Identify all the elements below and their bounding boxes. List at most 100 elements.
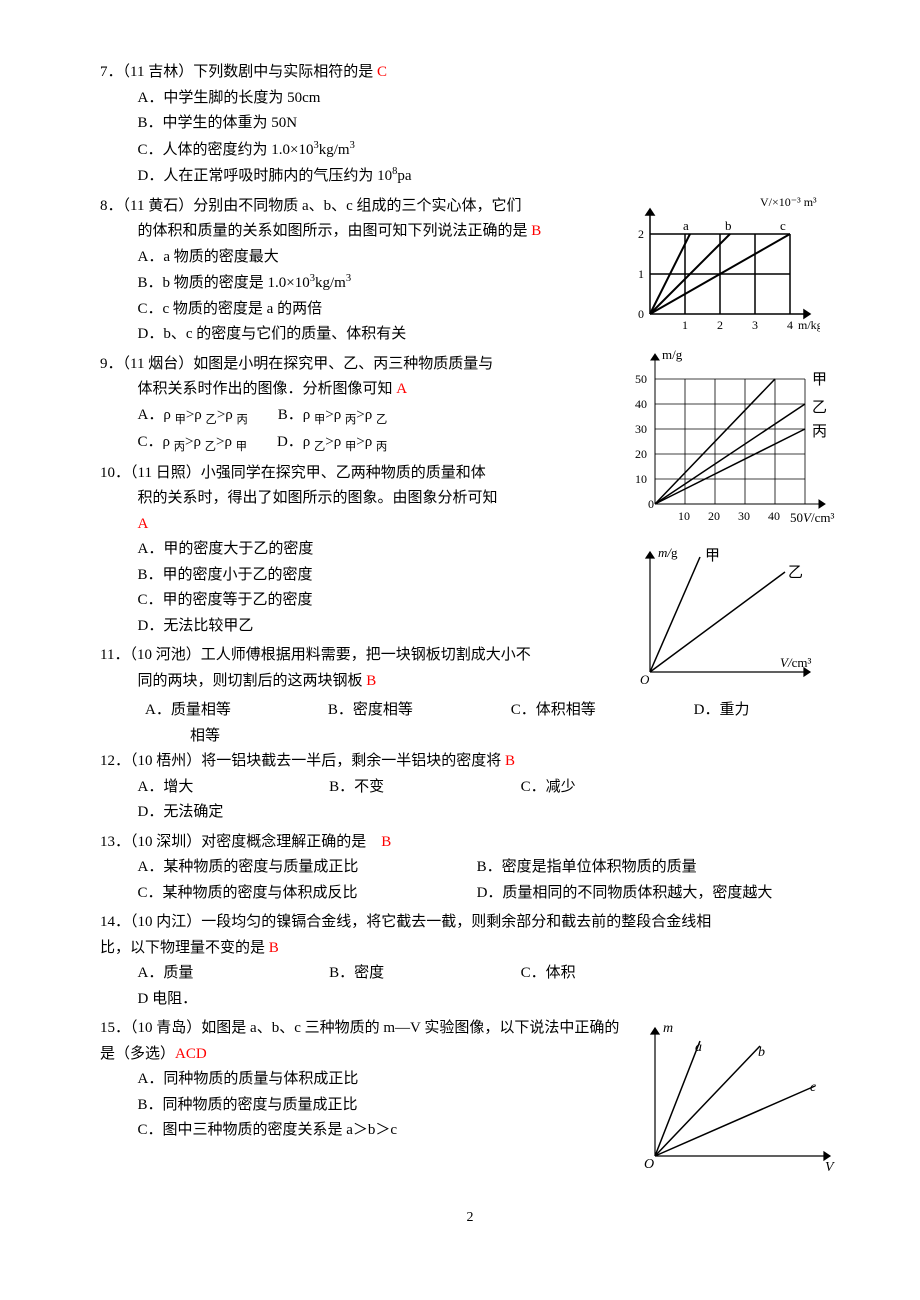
question-14: 14．（10 内江）一段均匀的镍镉合金线，将它截去一截，则剩余部分和截去前的整段… xyxy=(100,910,840,1012)
opt-b: B．密度是指单位体积物质的质量 xyxy=(477,855,697,881)
question-15-block: 15．（10 青岛）如图是 a、b、c 三种物质的 m—V 实验图像，以下说法中… xyxy=(100,1016,840,1176)
figure-q10-chart: m/g V/cm³ O 甲 乙 xyxy=(620,542,820,692)
question-13: 13．（10 深圳）对密度概念理解正确的是 B A．某种物质的密度与质量成正比 … xyxy=(100,830,840,907)
xlabel: m/kg xyxy=(798,318,820,332)
answer: B xyxy=(505,753,515,769)
svg-text:a: a xyxy=(695,1040,702,1055)
q-num: 15． xyxy=(100,1020,130,1036)
answer: A xyxy=(138,516,149,532)
q-stem-b: 同的两块，则切割后的这两块钢板 xyxy=(138,673,367,689)
opt-b: B．不变 xyxy=(329,775,491,801)
q-stem-b: 比，以下物理量不变的是 xyxy=(100,940,269,956)
ylabel: m xyxy=(663,1021,673,1036)
q-src: （10 河池） xyxy=(129,647,200,663)
opt-d: D．ρ 乙>ρ 甲>ρ 丙 xyxy=(277,430,387,457)
opt-b: B．同种物质的密度与质量成正比 xyxy=(138,1093,621,1119)
q-stem: 将一铝块截去一半后，剩余一半铝块的密度将 xyxy=(201,753,505,769)
page-number: 2 xyxy=(100,1206,840,1230)
xlabel: V/cm³ xyxy=(780,655,811,670)
question-11: 11．（10 河池）工人师傅根据用料需要，把一块钢板切割成大小不 同的两块，则切… xyxy=(100,643,610,694)
opt-b: B．密度相等 xyxy=(328,698,481,724)
svg-text:10: 10 xyxy=(678,509,690,523)
question-12: 12．（10 梧州）将一铝块截去一半后，剩余一半铝块的密度将 B A．增大 B．… xyxy=(100,749,840,826)
svg-text:b: b xyxy=(725,218,732,233)
origin: O xyxy=(644,1157,654,1172)
q-src: （10 深圳） xyxy=(130,834,201,850)
opt-a: A．ρ 甲>ρ 乙>ρ 丙 xyxy=(138,403,248,430)
opt-c: C．图中三种物质的密度关系是 a＞b＞c xyxy=(138,1118,621,1144)
q-src: （10 内江） xyxy=(130,914,201,930)
svg-text:3: 3 xyxy=(752,318,758,332)
opt-a: A．甲的密度大于乙的密度 xyxy=(138,537,611,563)
answer: B xyxy=(366,673,376,689)
q-stem-b: 体积关系时作出的图像．分析图像可知 xyxy=(138,381,397,397)
q-num: 14． xyxy=(100,914,130,930)
q-num: 7． xyxy=(100,64,123,80)
svg-text:1: 1 xyxy=(682,318,688,332)
svg-text:30: 30 xyxy=(738,509,750,523)
answer: B xyxy=(531,223,541,239)
opt-d: D．人在正常呼吸时肺内的气压约为 108pa xyxy=(138,163,475,190)
opt-b: B．ρ 甲>ρ 丙>ρ 乙 xyxy=(278,403,387,430)
svg-text:1: 1 xyxy=(638,267,644,281)
svg-text:甲: 甲 xyxy=(705,548,720,564)
opt-a: A．中学生脚的长度为 50cm xyxy=(138,86,475,112)
ylabel: m/g xyxy=(658,545,678,560)
q-src: （10 青岛） xyxy=(130,1020,201,1036)
figure-q8-chart: V/×10⁻³ m³ m/kg 0 1 2 1 2 3 4 a b c xyxy=(620,194,820,344)
q-stem-a: 如图是小明在探究甲、乙、丙三种物质质量与 xyxy=(193,356,493,372)
ylabel: m/g xyxy=(662,347,683,362)
opt-b: B．b 物质的密度是 1.0×103kg/m3 xyxy=(138,270,611,297)
svg-text:20: 20 xyxy=(708,509,720,523)
svg-text:40: 40 xyxy=(635,397,647,411)
answer: B xyxy=(381,834,391,850)
opt-c: C．ρ 丙>ρ 乙>ρ 甲 xyxy=(138,430,247,457)
svg-text:0: 0 xyxy=(648,497,654,511)
opt-c: C．某种物质的密度与体积成反比 xyxy=(138,881,447,907)
svg-text:50: 50 xyxy=(635,372,647,386)
q-stem-b: 积的关系时，得出了如图所示的图象。由图象分析可知 xyxy=(138,490,498,506)
opt-c: C．减少 xyxy=(521,775,683,801)
q-num: 11． xyxy=(100,647,129,663)
answer: B xyxy=(269,940,279,956)
opt-d: D．无法确定 xyxy=(138,800,300,826)
svg-text:10: 10 xyxy=(635,472,647,486)
q11-options: A．质量相等 B．密度相等 C．体积相等 D．重力 相等 xyxy=(100,698,840,749)
q-src: （11 吉林） xyxy=(123,64,194,80)
q-src: （10 梧州） xyxy=(130,753,201,769)
opt-d: D 电阻． xyxy=(138,987,300,1013)
opt-a: A．a 物质的密度最大 xyxy=(138,245,611,271)
q-stem-b: 的体积和质量的关系如图所示，由图可知下列说法正确的是 xyxy=(138,223,532,239)
ylabel: V/×10⁻³ m³ xyxy=(760,195,817,209)
question-9: 9．（11 烟台）如图是小明在探究甲、乙、丙三种物质质量与 体积关系时作出的图像… xyxy=(100,352,610,457)
q-src: （11 烟台） xyxy=(123,356,194,372)
q-stem: 下列数剧中与实际相符的是 xyxy=(193,64,377,80)
svg-text:c: c xyxy=(780,218,786,233)
xlabel: V xyxy=(825,1160,835,1175)
svg-text:c: c xyxy=(810,1080,817,1095)
opt-c: C．c 物质的密度是 a 的两倍 xyxy=(138,297,611,323)
q-num: 10． xyxy=(100,465,130,481)
opt-a: A．同种物质的质量与体积成正比 xyxy=(138,1067,621,1093)
svg-text:乙: 乙 xyxy=(812,400,827,416)
answer: ACD xyxy=(175,1046,207,1062)
opt-b: B．甲的密度小于乙的密度 xyxy=(138,563,611,589)
question-10: 10．（11 日照）小强同学在探究甲、乙两种物质的质量和体 积的关系时，得出了如… xyxy=(100,461,610,640)
question-8: 8．（11 黄石）分别由不同物质 a、b、c 组成的三个实心体，它们 的体积和质… xyxy=(100,194,610,348)
opt-a: A．增大 xyxy=(138,775,300,801)
q-num: 8． xyxy=(100,198,123,214)
opt-d: D．重力 xyxy=(694,698,750,724)
q-num: 12． xyxy=(100,753,130,769)
answer: C xyxy=(377,64,387,80)
opt-c: C．甲的密度等于乙的密度 xyxy=(138,588,611,614)
answer: A xyxy=(396,381,407,397)
q-stem-a: 一段均匀的镍镉合金线，将它截去一截，则剩余部分和截去前的整段合金线相 xyxy=(201,914,711,930)
svg-text:2: 2 xyxy=(638,227,644,241)
opt-d: D．b、c 的密度与它们的质量、体积有关 xyxy=(138,322,611,348)
q-src: （11 日照） xyxy=(130,465,201,481)
opt-b: B．密度 xyxy=(329,961,491,987)
q-stem: 对密度概念理解正确的是 xyxy=(201,834,381,850)
svg-text:20: 20 xyxy=(635,447,647,461)
svg-text:30: 30 xyxy=(635,422,647,436)
opt-a: A．某种物质的密度与质量成正比 xyxy=(138,855,447,881)
